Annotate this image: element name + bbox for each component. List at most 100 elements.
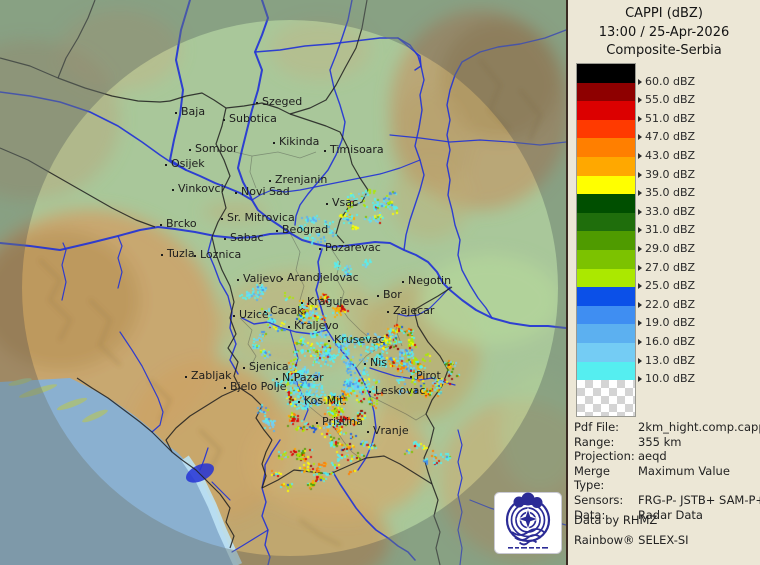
legend-threshold-text: 22.0 dBZ — [645, 297, 696, 311]
city-label: Sr. Mitrovica — [221, 211, 295, 225]
city-name: Valjevo — [243, 272, 283, 285]
city-label: Timisoara — [324, 143, 384, 157]
legend-threshold-text: 29.0 dBZ — [645, 242, 696, 255]
city-marker-dot — [161, 253, 163, 256]
city-name: Brcko — [166, 217, 197, 230]
legend-color-block — [577, 324, 635, 343]
map-panel-separator — [566, 0, 568, 565]
city-marker-dot — [328, 339, 330, 342]
legend-color-block — [577, 194, 635, 213]
city-marker-dot — [256, 101, 258, 104]
city-marker-dot — [221, 217, 223, 220]
city-name: Zrenjanin — [275, 173, 328, 186]
legend-threshold-label: 47.0 dBZ — [638, 131, 695, 143]
legend-tick-arrow-icon — [638, 190, 642, 197]
city-label: Vsac — [326, 196, 358, 210]
city-marker-dot — [185, 375, 187, 378]
city-label: Uzice — [233, 308, 269, 322]
city-marker-dot — [319, 247, 321, 250]
metadata-label: Pdf File: — [574, 420, 620, 434]
city-marker-dot — [223, 118, 225, 121]
city-name: Beograd — [282, 223, 329, 236]
metadata-label: Sensors: — [574, 492, 624, 507]
city-name: Pirot — [416, 369, 441, 382]
city-marker-dot — [387, 310, 389, 313]
city-name: Novi Sad — [241, 185, 290, 198]
city-marker-dot — [276, 377, 278, 380]
rhmz-logo — [494, 492, 562, 558]
legend-threshold-label: 19.0 dBZ — [638, 317, 695, 329]
city-name: Bor — [383, 288, 402, 301]
city-name: Pristina — [322, 415, 363, 428]
legend-color-block — [577, 156, 635, 176]
product-metadata: Pdf File: 2km_hight.comp.cappi Range: 355 k… — [574, 420, 760, 522]
legend-tick-arrow-icon — [638, 283, 642, 290]
city-marker-dot — [165, 163, 167, 166]
legend-color-block — [577, 268, 635, 288]
metadata-label: Range: — [574, 434, 615, 449]
city-marker-dot — [288, 325, 290, 328]
city-name: Tuzla — [167, 247, 195, 260]
metadata-label: Projection: — [574, 449, 635, 464]
metadata-row: Projection: aeqd — [574, 449, 758, 464]
city-marker-dot — [243, 366, 245, 369]
legend-tick-arrow-icon — [638, 153, 642, 159]
city-name: Szeged — [262, 95, 303, 108]
city-marker-dot — [273, 141, 275, 144]
legend-threshold-label: 13.0 dBZ — [638, 353, 696, 367]
legend-tick-arrow-icon — [638, 115, 642, 122]
city-label: Novi Sad — [235, 185, 290, 199]
city-marker-dot — [264, 310, 266, 313]
city-name: Baja — [181, 105, 206, 118]
city-label: Kikinda — [273, 135, 319, 149]
legend-tick-arrow-icon — [638, 320, 642, 327]
city-name: Vsac — [332, 196, 359, 209]
city-name: Cacak — [270, 304, 304, 317]
city-marker-dot — [224, 386, 226, 389]
city-name: Sjenica — [249, 360, 289, 373]
product-scan-name: Composite-Serbia — [606, 43, 722, 58]
legend-tick-arrow-icon — [638, 134, 642, 141]
legend-threshold-label: 55.0 dBZ — [638, 94, 695, 106]
city-label: Valjevo — [237, 272, 283, 286]
waves-icon — [511, 528, 545, 546]
city-name: N.Pazar — [282, 371, 324, 384]
city-name: Pozarevac — [325, 241, 381, 254]
metadata-value: aeqd — [638, 449, 667, 464]
city-marker-dot — [281, 277, 283, 280]
city-name: Zabljak — [191, 369, 232, 382]
city-marker-dot — [364, 362, 366, 365]
city-marker-dot — [410, 375, 412, 378]
radar-map-view[interactable]: Baja Szeged Subotica Sombor Kikinda Timisoara… — [0, 0, 566, 565]
legend-tick-arrow-icon — [638, 208, 642, 215]
legend-color-block — [577, 82, 635, 102]
legend-color-block — [577, 287, 635, 306]
city-marker-dot — [269, 179, 271, 182]
city-label: Zabljak — [185, 369, 231, 383]
city-label: Pozarevac — [319, 241, 381, 255]
legend-threshold-label: 29.0 dBZ — [638, 243, 695, 255]
legend-threshold-text: 35.0 dBZ — [645, 186, 696, 200]
legend-threshold-text: 13.0 dBZ — [645, 353, 696, 367]
legend-color-block — [577, 212, 635, 232]
city-marker-dot — [175, 111, 177, 114]
legend-tick-arrow-icon — [638, 78, 642, 85]
legend-threshold-text: 31.0 dBZ — [645, 223, 696, 237]
city-marker-dot — [235, 191, 237, 194]
legend-threshold-label: 22.0 dBZ — [638, 297, 696, 311]
city-marker-dot — [377, 294, 379, 297]
city-marker-dot — [224, 237, 226, 240]
legend-tick-arrow-icon — [638, 227, 642, 234]
credits: Data by RHMZ Rainbow® SELEX-SI — [574, 510, 758, 550]
city-label: Pirot — [410, 369, 441, 383]
city-name: Kos.Mit. — [304, 394, 347, 407]
legend-color-block — [577, 101, 635, 120]
city-marker-dot — [276, 229, 278, 232]
legend-tick-arrow-icon — [638, 264, 642, 271]
city-marker-dot — [194, 254, 196, 257]
city-label: Sabac — [224, 231, 264, 245]
city-marker-dot — [301, 301, 303, 304]
legend-color-block — [577, 249, 635, 269]
city-marker-dot — [298, 400, 300, 403]
city-marker-dot — [237, 278, 239, 281]
